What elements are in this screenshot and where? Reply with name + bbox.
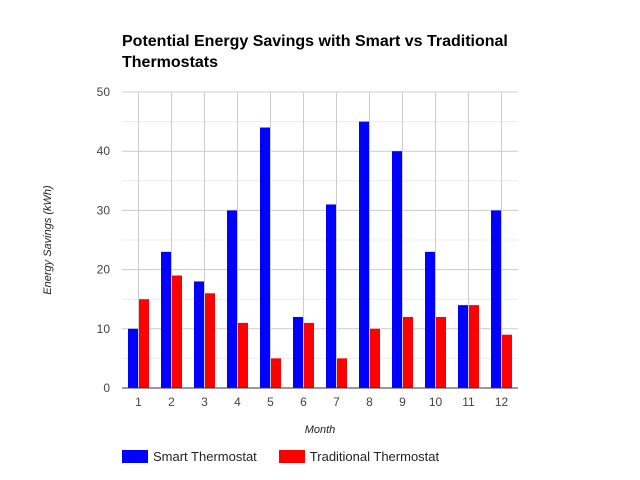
y-tick-label: 20: [97, 263, 111, 277]
x-tick-label: 6: [300, 395, 307, 409]
bar-smart-6: [293, 316, 303, 388]
x-tick-label: 10: [429, 395, 443, 409]
bar-traditional-3: [205, 293, 215, 388]
bar-traditional-7: [337, 358, 347, 388]
bar-smart-8: [359, 121, 369, 388]
x-tick-label: 12: [495, 395, 509, 409]
bar-smart-12: [491, 210, 501, 388]
bar-smart-10: [425, 251, 435, 388]
bar-smart-3: [194, 281, 204, 388]
y-tick-label: 0: [103, 381, 110, 395]
grid: [122, 91, 518, 388]
bar-smart-9: [392, 151, 402, 388]
bars: [128, 121, 512, 389]
y-tick-label: 40: [97, 144, 111, 158]
bar-traditional-2: [172, 275, 182, 388]
y-tick-label: 50: [97, 85, 111, 99]
bar-smart-4: [227, 210, 237, 388]
x-axis-label: Month: [305, 424, 336, 436]
bar-traditional-11: [469, 305, 479, 388]
x-tick-label: 1: [135, 395, 142, 409]
legend-label-traditional: Traditional Thermostat: [309, 449, 440, 464]
legend-item-traditional: Traditional Thermostat: [278, 449, 440, 464]
x-tick-label: 8: [366, 395, 373, 409]
legend-swatch-smart: [122, 450, 148, 463]
bar-traditional-10: [436, 316, 446, 388]
bar-traditional-12: [502, 334, 512, 388]
bar-traditional-4: [238, 322, 248, 388]
x-tick-label: 2: [168, 395, 175, 409]
bar-traditional-5: [271, 358, 281, 388]
chart-title: Potential Energy Savings with Smart vs T…: [122, 33, 508, 71]
bar-traditional-6: [304, 322, 314, 388]
legend-label-smart: Smart Thermostat: [153, 449, 257, 464]
bar-traditional-1: [139, 299, 149, 388]
x-tick-label: 9: [399, 395, 406, 409]
x-tick-label: 3: [201, 395, 208, 409]
y-axis-label: Energy Savings (kWh): [42, 185, 54, 295]
legend: Smart Thermostat Traditional Thermostat: [122, 449, 439, 464]
x-tick-label: 4: [234, 395, 241, 409]
bar-smart-2: [161, 251, 171, 388]
bar-traditional-8: [370, 328, 380, 388]
bar-smart-11: [458, 305, 468, 388]
bar-smart-5: [260, 127, 270, 389]
y-tick-label: 30: [97, 203, 111, 217]
bar-smart-1: [128, 328, 138, 388]
bar-smart-7: [326, 204, 336, 388]
x-tick-label: 7: [333, 395, 340, 409]
legend-swatch-traditional: [278, 450, 305, 463]
y-tick-label: 10: [97, 322, 111, 336]
bar-traditional-9: [403, 316, 413, 388]
legend-item-smart: Smart Thermostat: [122, 449, 257, 464]
x-tick-label: 11: [462, 395, 475, 409]
x-tick-label: 5: [267, 395, 274, 409]
